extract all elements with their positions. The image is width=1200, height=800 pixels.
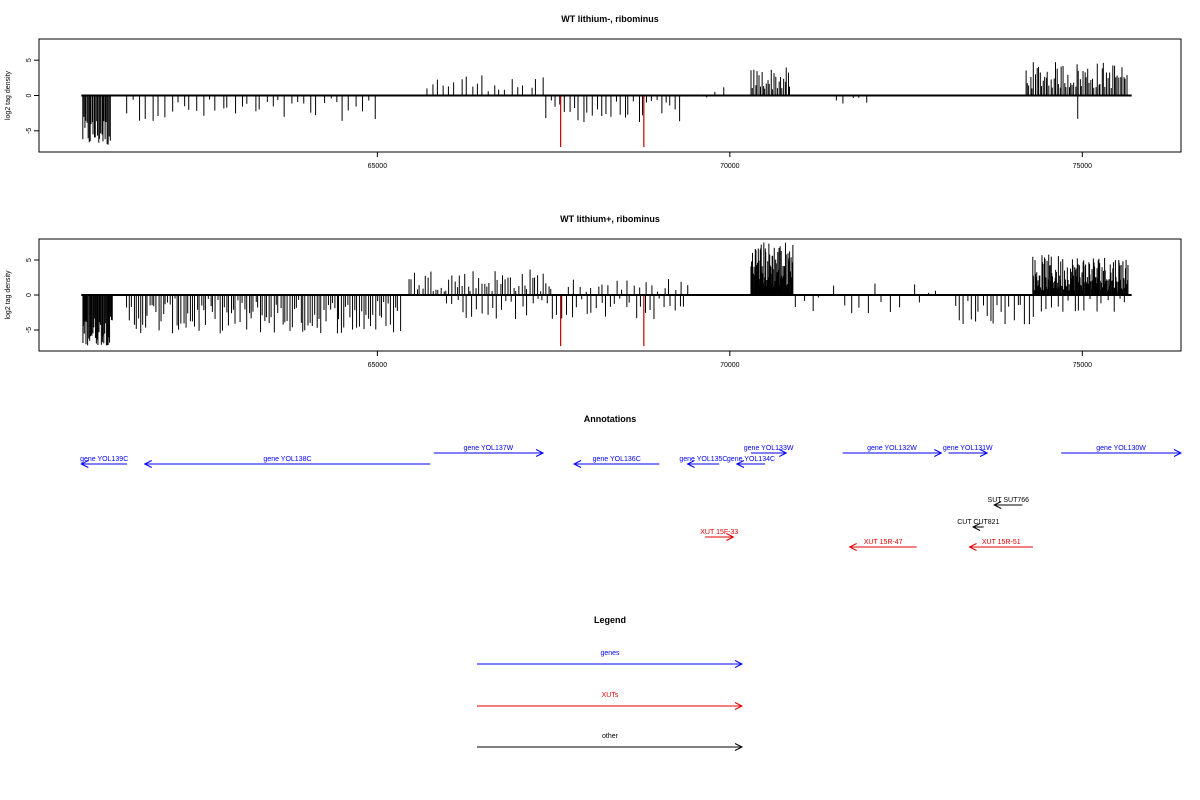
feature-label: gene YOL135C xyxy=(679,456,727,463)
y-tick-label: 0 xyxy=(26,293,33,297)
y-tick-label: 5 xyxy=(26,258,33,262)
arrowhead-icon xyxy=(993,501,1002,509)
arrowhead-icon xyxy=(971,523,981,531)
arrowhead-icon xyxy=(572,460,582,468)
arrowhead-icon xyxy=(734,660,744,668)
arrowhead-icon xyxy=(535,449,545,457)
x-tick-label: 70000 xyxy=(720,362,740,369)
arrowhead-icon xyxy=(934,449,943,457)
feature-label: gene YOL134C xyxy=(727,456,775,463)
y-tick-label: -5 xyxy=(26,128,33,134)
feature-label: gene YOL133W xyxy=(744,445,794,452)
feature-label: gene YOL132W xyxy=(867,445,917,452)
legend-label: XUTs xyxy=(602,692,619,699)
y-tick-label: -5 xyxy=(26,327,33,333)
y-axis-label: log2 tag density xyxy=(5,70,12,120)
x-tick-label: 75000 xyxy=(1073,163,1093,170)
legend-item: XUTs xyxy=(477,692,744,710)
legend-label: other xyxy=(602,733,619,740)
legend-title: Legend xyxy=(594,615,626,625)
feature-label: XUT 15R-51 xyxy=(982,539,1021,546)
feature-other: SUT SUT766 xyxy=(988,497,1030,509)
legend-item: other xyxy=(477,733,744,751)
feature-gene: gene YOL139C xyxy=(80,456,128,468)
feature-xut: XUT 15R-51 xyxy=(968,539,1033,551)
feature-label: gene YOL130W xyxy=(1096,445,1146,452)
y-tick-label: 5 xyxy=(26,58,33,62)
arrowhead-icon xyxy=(143,460,152,468)
feature-gene: gene YOL137W xyxy=(433,445,545,457)
feature-label: gene YOL139C xyxy=(80,456,128,463)
arrowhead-icon xyxy=(735,460,745,468)
feature-label: XUT 15F-33 xyxy=(700,529,738,536)
track-panel: WT lithium-, ribominus log2 tag density -5… xyxy=(5,14,1182,170)
feature-xut: XUT 15F-33 xyxy=(700,529,738,541)
plot-title: WT lithium+, ribominus xyxy=(560,214,660,224)
legend-label: genes xyxy=(600,650,620,657)
feature-gene: gene YOL133W xyxy=(744,445,794,457)
feature-gene: gene YOL130W xyxy=(1061,445,1183,457)
feature-gene: gene YOL135C xyxy=(679,456,727,468)
feature-xut: XUT 15R-47 xyxy=(848,539,917,551)
legend: Legend genes XUTs other xyxy=(477,615,744,751)
annotation-track: Annotations gene YOL139C gene YOL138C gene … xyxy=(80,414,1183,551)
feature-label: CUT CUT821 xyxy=(957,519,999,526)
arrowhead-icon xyxy=(734,702,744,710)
y-tick-label: 0 xyxy=(26,93,33,97)
y-axis-label: log2 tag density xyxy=(5,270,12,320)
feature-gene: gene YOL138C xyxy=(143,456,431,468)
feature-label: gene YOL131W xyxy=(943,445,993,452)
x-tick-label: 65000 xyxy=(368,163,388,170)
arrowhead-icon xyxy=(968,543,977,551)
feature-other: CUT CUT821 xyxy=(957,519,1000,531)
feature-gene: gene YOL131W xyxy=(943,445,993,457)
arrowhead-icon xyxy=(80,460,89,468)
plot-title: WT lithium-, ribominus xyxy=(561,14,659,24)
arrowhead-icon xyxy=(779,449,788,457)
x-tick-label: 65000 xyxy=(368,362,388,369)
feature-label: XUT 15R-47 xyxy=(864,539,903,546)
annotations-title: Annotations xyxy=(584,414,637,424)
feature-label: gene YOL136C xyxy=(593,456,641,463)
arrowhead-icon xyxy=(979,449,989,457)
arrowhead-icon xyxy=(848,543,857,551)
feature-gene: gene YOL134C xyxy=(727,456,775,468)
feature-gene: gene YOL136C xyxy=(572,456,660,468)
arrowhead-icon xyxy=(726,533,735,541)
x-tick-label: 70000 xyxy=(720,163,740,170)
track-panel: WT lithium+, ribominus log2 tag density -5… xyxy=(5,214,1182,369)
arrowhead-icon xyxy=(734,743,744,751)
feature-label: gene YOL137W xyxy=(464,445,514,452)
arrowhead-icon xyxy=(686,460,695,468)
arrowhead-icon xyxy=(1173,449,1183,457)
x-tick-label: 75000 xyxy=(1073,362,1093,369)
feature-label: gene YOL138C xyxy=(263,456,311,463)
feature-gene: gene YOL132W xyxy=(842,445,943,457)
feature-label: SUT SUT766 xyxy=(988,497,1030,504)
legend-item: genes xyxy=(477,650,744,668)
